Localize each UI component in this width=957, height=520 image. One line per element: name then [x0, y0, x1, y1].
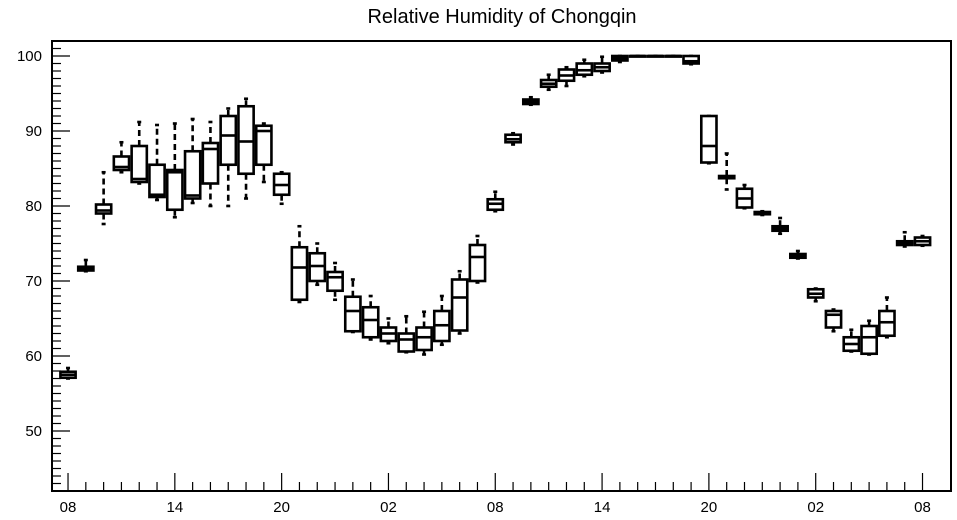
- box-plot: [308, 242, 327, 287]
- box-plot: [415, 310, 433, 356]
- box-plot: [575, 58, 594, 78]
- y-tick-label: 50: [25, 423, 42, 440]
- x-tick-label: 08: [914, 499, 931, 516]
- box-plot: [361, 294, 380, 341]
- box-plot: [468, 234, 487, 284]
- box-plot: [824, 308, 843, 333]
- box-plot: [219, 107, 238, 208]
- x-tick-label: 20: [701, 499, 718, 516]
- box-plot: [610, 54, 629, 64]
- box-plot: [860, 319, 879, 356]
- box-plot: [112, 140, 131, 174]
- box-iqr: [183, 149, 202, 200]
- y-tick-label: 60: [25, 348, 42, 365]
- x-tick-label: 02: [807, 499, 824, 516]
- box-plot: [183, 117, 202, 205]
- box-iqr: [94, 203, 113, 215]
- box-plot: [130, 120, 149, 185]
- box-plot: [699, 114, 718, 165]
- chart-title: Relative Humidity of Chongqin: [367, 6, 636, 28]
- box-plot: [895, 230, 914, 248]
- y-axis: 50 60 70 80 90 100: [17, 40, 70, 492]
- x-tick-label: 14: [594, 499, 611, 516]
- box-iqr: [860, 324, 879, 356]
- y-tick-label: 90: [25, 123, 42, 140]
- box-plot: [486, 190, 505, 213]
- box-plot: [76, 258, 95, 273]
- box-iqr: [237, 104, 255, 176]
- box-iqr: [219, 114, 238, 167]
- box-plot: [521, 95, 540, 107]
- x-tick-label: 14: [166, 499, 183, 516]
- x-tick-label: 08: [60, 499, 77, 516]
- box-plot: [593, 55, 611, 74]
- box-plot: [913, 234, 932, 248]
- box-iqr: [468, 243, 487, 283]
- box-iqr: [130, 144, 149, 184]
- box-plot: [735, 183, 754, 210]
- box-iqr: [201, 141, 220, 185]
- box-iqr: [326, 270, 344, 293]
- box-plot: [539, 73, 558, 92]
- x-tick-label: 08: [487, 499, 504, 516]
- box-plot: [379, 317, 398, 345]
- box-iqr: [165, 168, 184, 212]
- box-plot: [94, 170, 113, 226]
- box-iqr: [682, 54, 700, 65]
- box-plot: [842, 328, 861, 353]
- box-plot: [717, 152, 736, 191]
- box-iqr: [450, 278, 469, 332]
- y-tick-label: 100: [17, 48, 42, 65]
- box-plot: [343, 278, 362, 334]
- x-tick-label: 20: [273, 499, 290, 516]
- box-plot: [432, 294, 451, 347]
- box-iqr: [290, 245, 309, 302]
- box-iqr: [343, 295, 362, 333]
- box-plot: [326, 261, 344, 302]
- box-iqr: [148, 163, 166, 199]
- box-plot: [450, 269, 469, 335]
- box-plot: [504, 131, 522, 146]
- y-tick-label: 70: [25, 273, 42, 290]
- box-plot: [646, 54, 665, 58]
- box-iqr: [254, 124, 273, 167]
- x-tick-label: 02: [380, 499, 397, 516]
- box-plot: [148, 123, 166, 202]
- box-plot: [272, 170, 291, 206]
- box-plot: [557, 65, 576, 88]
- box-plot: [237, 97, 255, 200]
- y-tick-label: 80: [25, 198, 42, 215]
- box-iqr: [361, 305, 380, 339]
- box-plot: [165, 122, 184, 219]
- box-iqr: [699, 114, 718, 164]
- plot-frame: [51, 40, 952, 492]
- box-plot: [753, 209, 772, 217]
- box-plot: [878, 296, 896, 339]
- box-plot: [201, 120, 220, 208]
- plot-area: [51, 40, 952, 492]
- box-plot: [628, 54, 647, 58]
- box-plot: [397, 314, 416, 354]
- box-plot: [290, 224, 309, 304]
- box-plot: [771, 216, 790, 236]
- box-plot: [789, 249, 807, 260]
- box-plot: [59, 366, 77, 380]
- box-plot: [806, 287, 825, 303]
- box-plot: [664, 54, 683, 58]
- box-series: [59, 54, 932, 380]
- box-iqr: [415, 326, 433, 352]
- box-plot: [682, 54, 700, 66]
- x-axis: 08 14 20 02 08 14 20 02 08: [60, 473, 931, 516]
- box-iqr: [397, 332, 416, 353]
- box-plot: [254, 122, 273, 184]
